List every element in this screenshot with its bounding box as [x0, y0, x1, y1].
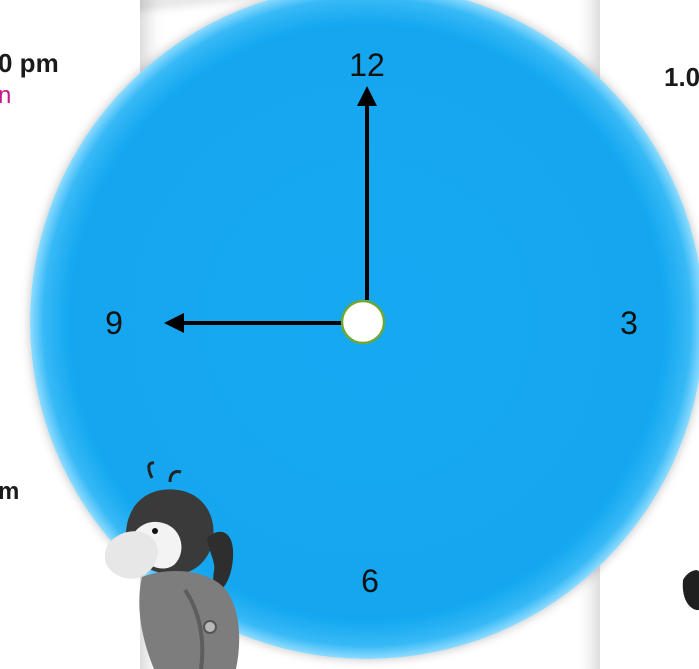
- cartoon-figure-right-partial-icon: [682, 570, 699, 611]
- numeral-6: 6: [361, 563, 379, 599]
- numeral-3: 3: [620, 305, 638, 341]
- clock-center-pin: [340, 299, 386, 345]
- left-card-time-label: 0 pm: [0, 48, 59, 78]
- numeral-12: 12: [349, 47, 385, 83]
- ant-cartoon-left-icon: [104, 461, 240, 669]
- numeral-9: 9: [105, 305, 123, 341]
- right-card-time-label: 1.0: [664, 62, 699, 92]
- left-card-pink-label: n: [0, 82, 12, 109]
- left-card-bottom-label: m: [0, 478, 20, 505]
